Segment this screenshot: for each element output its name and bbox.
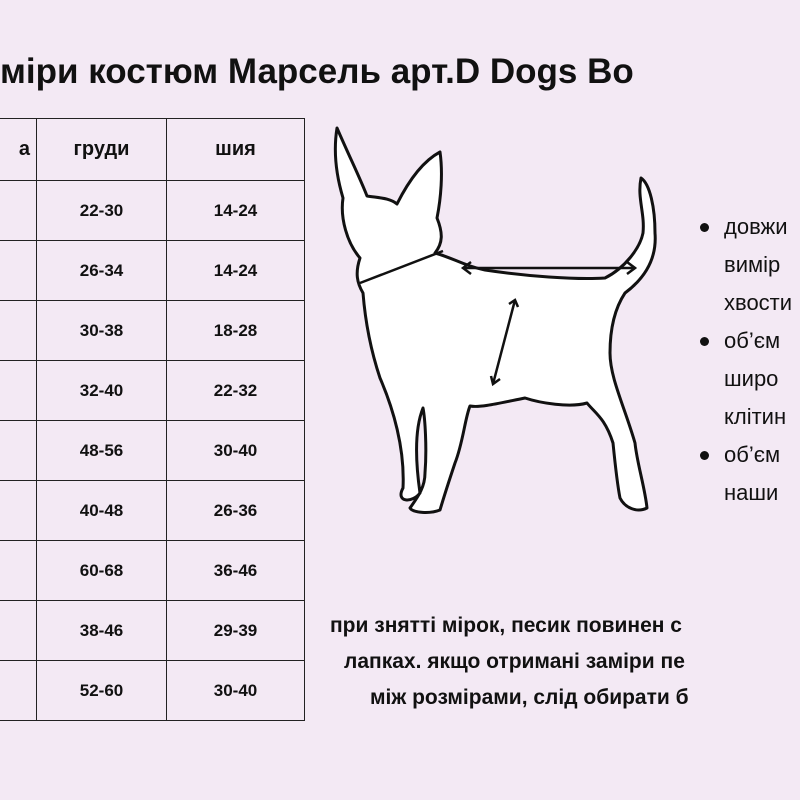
neck-cell: 22-32: [166, 360, 305, 421]
size-cell: [0, 180, 37, 241]
back-length-arrow: [460, 261, 638, 275]
table-row: 22-30 14-24: [0, 180, 305, 241]
size-cell: [0, 600, 37, 661]
chest-cell: 52-60: [36, 660, 167, 721]
size-cell: [0, 660, 37, 721]
chest-cell: 22-30: [36, 180, 167, 241]
table-row: 30-38 18-28: [0, 300, 305, 361]
note-line: при знятті мірок, песик повинен с: [330, 614, 682, 637]
chest-cell: 30-38: [36, 300, 167, 361]
bullet-line: хвости: [698, 284, 800, 322]
neck-cell: 29-39: [166, 600, 305, 661]
column-header-neck: шия: [166, 118, 305, 181]
size-cell: [0, 420, 37, 481]
measurement-instructions: довжи вимір хвости об’єм широ клітин об’єм наши: [698, 208, 800, 512]
table-row: 32-40 22-32: [0, 360, 305, 421]
bullet-text: об’єм: [724, 442, 781, 467]
neck-cell: 26-36: [166, 480, 305, 541]
neck-cell: 36-46: [166, 540, 305, 601]
bullet-line: широ: [698, 360, 800, 398]
bullet-line: довжи: [698, 208, 800, 246]
size-cell: [0, 360, 37, 421]
chest-cell: 48-56: [36, 420, 167, 481]
table-row: 40-48 26-36: [0, 480, 305, 541]
bullet-text: наши: [724, 480, 779, 505]
size-cell: [0, 540, 37, 601]
neck-measure-line: [359, 249, 444, 285]
bullet-line: об’єм: [698, 322, 800, 360]
bullet-dot-icon: [700, 451, 709, 460]
dog-illustration: [333, 126, 657, 514]
neck-cell: 30-40: [166, 660, 305, 721]
neck-cell: 18-28: [166, 300, 305, 361]
chest-cell: 32-40: [36, 360, 167, 421]
table-row: 26-34 14-24: [0, 240, 305, 301]
bullet-text: клітин: [724, 404, 787, 429]
note-line: між розмірами, слід обирати б: [370, 686, 689, 709]
column-header: а: [0, 118, 37, 181]
neck-cell: 14-24: [166, 240, 305, 301]
table-row: 60-68 36-46: [0, 540, 305, 601]
chest-cell: 26-34: [36, 240, 167, 301]
bullet-dot-icon: [700, 223, 709, 232]
measurement-note: при знятті мірок, песик повинен с лапках…: [330, 608, 800, 716]
table-row: 52-60 30-40: [0, 660, 305, 721]
note-line: лапках. якщо отримані заміри пе: [344, 650, 685, 673]
bullet-text: об’єм: [724, 328, 781, 353]
bullet-line: клітин: [698, 398, 800, 436]
chest-cell: 38-46: [36, 600, 167, 661]
dog-silhouette: [333, 126, 657, 514]
bullet-text: вимір: [724, 252, 781, 277]
neck-cell: 30-40: [166, 420, 305, 481]
bullet-line: вимір: [698, 246, 800, 284]
chest-cell: 40-48: [36, 480, 167, 541]
bullet-text: довжи: [724, 214, 788, 239]
size-cell: [0, 480, 37, 541]
chest-cell: 60-68: [36, 540, 167, 601]
size-table: а груди шия 22-30 14-24 26-34 14-24 30-38 18-…: [0, 118, 305, 721]
page-title: міри костюм Марсель арт.D Dogs Bo: [0, 52, 634, 91]
bullet-text: хвости: [724, 290, 793, 315]
size-cell: [0, 240, 37, 301]
table-row: 48-56 30-40: [0, 420, 305, 481]
chest-girth-arrow: [489, 298, 520, 387]
bullet-text: широ: [724, 366, 779, 391]
bullet-dot-icon: [700, 337, 709, 346]
size-cell: [0, 300, 37, 361]
bullet-line: об’єм: [698, 436, 800, 474]
neck-cell: 14-24: [166, 180, 305, 241]
table-header-row: а груди шия: [0, 118, 305, 181]
bullet-line: наши: [698, 474, 800, 512]
column-header-chest: груди: [36, 118, 167, 181]
table-row: 38-46 29-39: [0, 600, 305, 661]
